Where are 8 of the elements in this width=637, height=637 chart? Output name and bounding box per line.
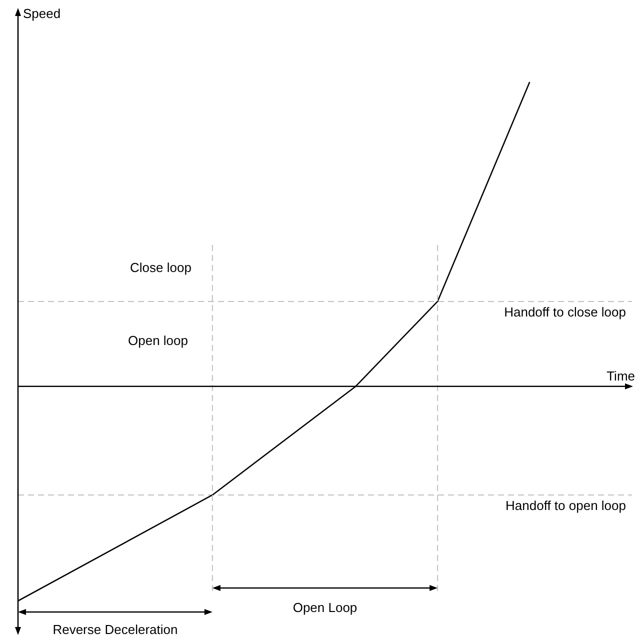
text: Time — [606, 368, 635, 384]
ref-line-label: Handoff to open loop — [506, 498, 626, 514]
annotation: Open Loop — [292, 600, 358, 615]
text: Reverse Deceleration — [52, 622, 178, 637]
annotation: Close loop — [130, 260, 192, 275]
y-axis-title: Speed — [23, 6, 61, 21]
annotation: Open loop — [128, 333, 188, 348]
ref-line-label: Handoff to close loop — [504, 304, 626, 320]
